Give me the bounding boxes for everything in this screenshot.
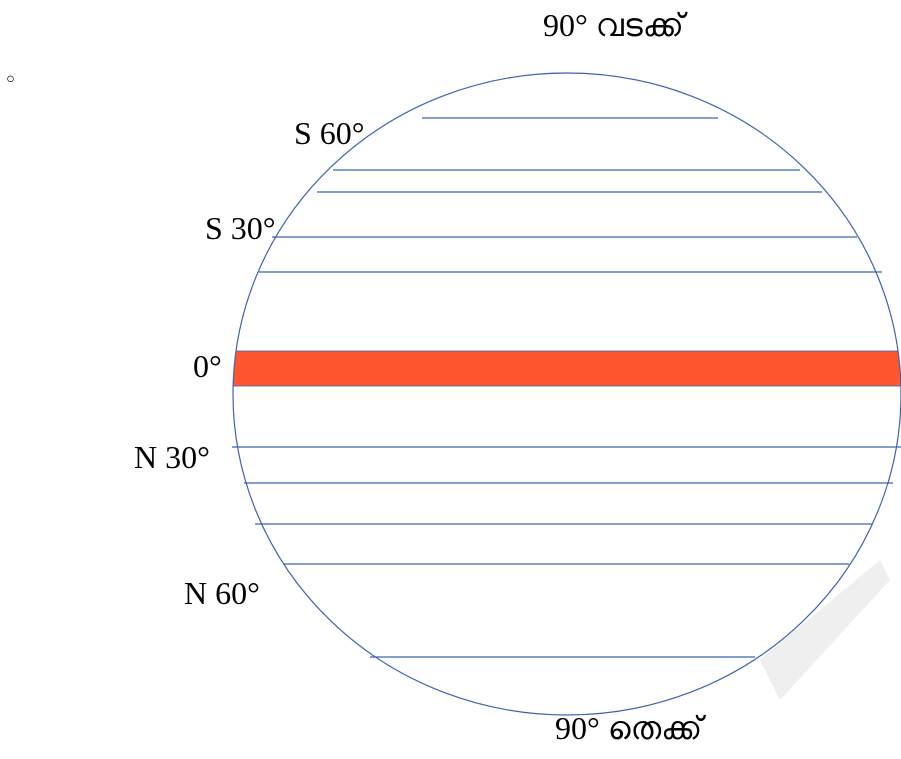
south-pole-label: 90° തെക്ക് [555, 710, 703, 746]
watermark-mark [760, 560, 890, 700]
bullet-mark: ◦ [4, 68, 17, 93]
s30-label: S 30° [205, 210, 276, 246]
s60-label: S 60° [294, 115, 365, 151]
north-pole-label: 90° വടക്ക് [543, 7, 684, 43]
n60-label: N 60° [184, 575, 260, 611]
globe-outline [232, 72, 901, 716]
latitude-lines [232, 117, 901, 658]
n30-label: N 30° [134, 439, 210, 475]
equator-band [233, 350, 901, 387]
equator-label: 0° [193, 348, 222, 384]
